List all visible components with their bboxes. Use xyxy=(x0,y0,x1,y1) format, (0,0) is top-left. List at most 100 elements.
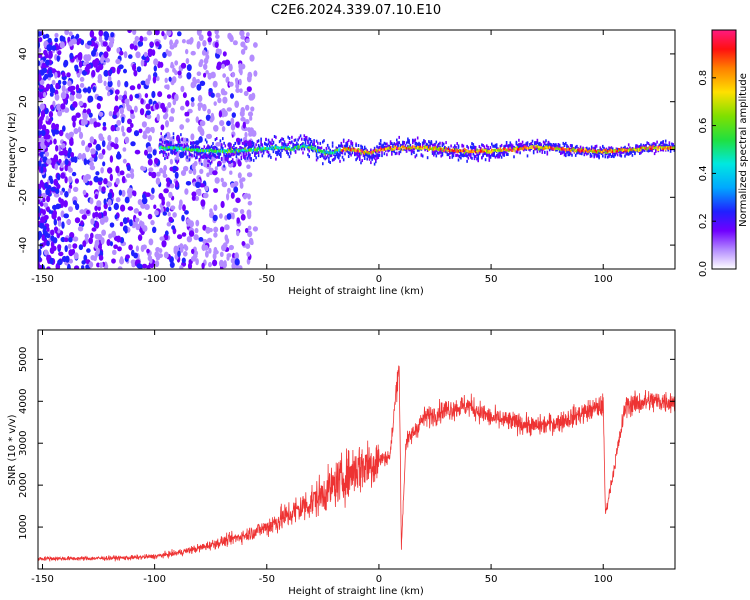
spectrogram-cell xyxy=(669,149,672,153)
spectrogram-cell xyxy=(320,151,323,155)
spectrogram-cell xyxy=(81,265,85,269)
spectrogram-cell xyxy=(188,230,195,237)
spectrogram-cell xyxy=(653,152,656,156)
spectrogram-cell xyxy=(64,191,69,198)
spectrogram-cell xyxy=(87,174,91,180)
spectrogram-cell xyxy=(209,151,212,155)
spectrogram-cell xyxy=(347,147,350,150)
spectrogram-cell xyxy=(648,143,651,147)
spectrogram-cell xyxy=(136,263,142,269)
spectrogram-cell xyxy=(294,138,297,142)
spectrogram-cell xyxy=(215,147,218,150)
spectrogram-cell xyxy=(606,150,609,153)
spectrogram-cell xyxy=(507,144,509,148)
spectrogram-cell xyxy=(181,214,185,222)
spectrogram-cell xyxy=(105,32,110,38)
spectrogram-cell xyxy=(160,138,162,142)
spectrogram-cell xyxy=(587,150,589,153)
spectrogram-cell xyxy=(154,30,160,36)
spectrogram-cell xyxy=(289,151,292,155)
spectrogram-cell xyxy=(244,228,249,233)
spectrogram-cell xyxy=(232,252,236,260)
spectrogram-cell xyxy=(663,147,666,150)
spectrogram-cell xyxy=(344,144,346,148)
spectrogram-cell xyxy=(251,144,254,148)
spectrogram-cell xyxy=(271,143,273,147)
spectrogram-cell xyxy=(82,112,88,120)
spectrogram-cell xyxy=(516,150,519,154)
spectrogram-cell xyxy=(431,151,434,155)
spectrogram-cell xyxy=(668,141,671,145)
spectrogram-cell xyxy=(166,156,169,159)
spectrogram-cell xyxy=(398,135,400,139)
spectrogram-cell xyxy=(267,148,270,151)
spectrogram-cell xyxy=(134,35,140,42)
spectrogram-cell xyxy=(418,141,420,145)
spectrogram-cell xyxy=(39,79,45,86)
spectrogram-cell xyxy=(213,124,219,132)
spectrogram-cell xyxy=(471,142,473,146)
spectrogram-cell xyxy=(246,172,253,178)
spectrogram-cell xyxy=(410,149,413,153)
spectrogram-cell xyxy=(403,147,405,151)
x-tick-label: 50 xyxy=(485,274,498,285)
spectrogram-cell xyxy=(212,147,214,151)
spectrogram-cell xyxy=(214,138,217,142)
spectrogram-cell xyxy=(131,249,135,257)
spectrogram-cell xyxy=(449,156,451,159)
spectrogram-cell xyxy=(214,166,218,171)
spectrogram-cell xyxy=(180,155,182,159)
spectrogram-cell xyxy=(220,177,224,183)
spectrogram-cell xyxy=(122,217,128,225)
spectrogram-cell xyxy=(465,149,467,152)
spectrogram-cell xyxy=(203,145,206,149)
spectrogram-cell xyxy=(124,98,130,105)
spectrogram-cell xyxy=(127,118,132,125)
spectrogram-cell xyxy=(127,187,133,193)
spectrogram-cell xyxy=(206,172,210,178)
spectrogram-cell xyxy=(664,139,667,143)
spectrogram-cell xyxy=(571,153,573,157)
spectrogram-cell xyxy=(77,225,84,232)
spectrogram-cell xyxy=(420,147,423,150)
spectrogram-cell xyxy=(462,144,465,148)
spectrogram-cell xyxy=(402,145,404,148)
spectrogram-cell xyxy=(226,120,231,127)
spectrogram-cell xyxy=(503,147,505,150)
spectrogram-cell xyxy=(240,149,243,152)
spectrogram-cell xyxy=(130,171,135,180)
spectrogram-cell xyxy=(652,146,655,150)
snr-y-label: SNR (10 * v/v) xyxy=(7,414,18,485)
spectrogram-cell xyxy=(319,141,322,145)
spectrogram-cell xyxy=(481,143,483,147)
spectrogram-cell xyxy=(79,82,85,88)
spectrogram-cell xyxy=(123,94,127,100)
spectrogram-cell xyxy=(205,133,212,139)
spectrogram-cell xyxy=(272,150,275,154)
spectrogram-cell xyxy=(268,140,271,144)
spectrogram-cell xyxy=(60,91,67,100)
spectrogram-cell xyxy=(178,203,182,211)
spectrogram-cell xyxy=(151,171,157,179)
spectrogram-cell xyxy=(668,146,671,149)
spectrogram-cell xyxy=(187,146,190,150)
spectrogram-cell xyxy=(161,199,165,206)
spectrogram-cell xyxy=(597,154,599,158)
spectrogram-cell xyxy=(270,141,272,145)
spectrogram-cell xyxy=(452,151,455,155)
spectrogram-cell xyxy=(68,206,73,213)
spectrogram-cell xyxy=(111,258,116,264)
spectrogram-cell xyxy=(110,142,116,148)
spectrogram-cell xyxy=(398,146,400,150)
spectrogram-cell xyxy=(419,148,421,151)
spectrogram-cell xyxy=(439,146,441,150)
spectrogram-cell xyxy=(518,143,520,147)
spectrogram-cell xyxy=(228,149,230,152)
spectrogram-cell xyxy=(457,149,460,152)
spectrogram-cell xyxy=(196,41,201,49)
spectrogram-cell xyxy=(48,50,53,58)
spectrogram-cell xyxy=(304,139,307,142)
colorbar-tick-label: 0.8 xyxy=(698,70,709,86)
spectrogram-cell xyxy=(379,142,382,146)
spectrogram-cell xyxy=(133,130,140,137)
